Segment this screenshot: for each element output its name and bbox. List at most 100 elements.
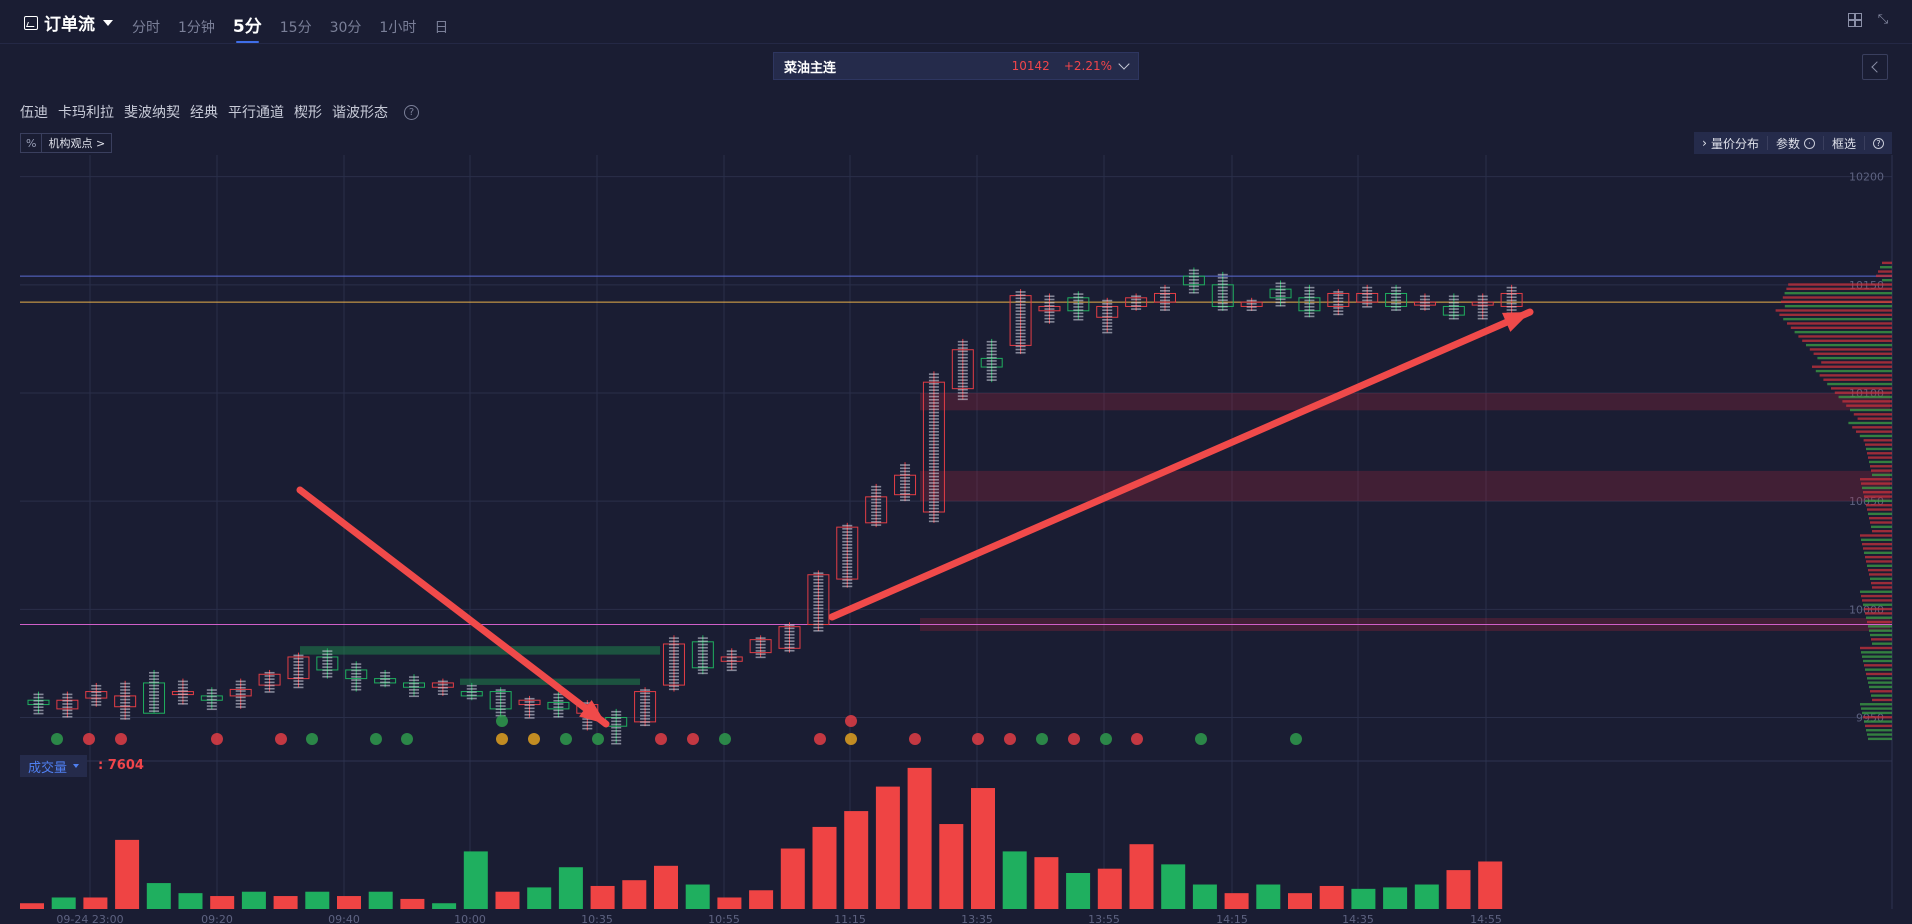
footprint-tick: [1391, 306, 1402, 308]
volume-profile-button[interactable]: › 量价分布: [1694, 136, 1768, 151]
volume-profile-bar: [1861, 594, 1892, 598]
footprint-tick: [755, 646, 766, 649]
tool-fibonacci[interactable]: 斐波纳契: [124, 105, 180, 121]
volume-bar: [590, 885, 615, 909]
volume-bar: [1288, 893, 1312, 909]
footprint-tick: [726, 650, 737, 652]
volume-profile-label: 量价分布: [1710, 136, 1759, 151]
footprint-tick: [900, 486, 911, 489]
volume-profile-bar: [1798, 335, 1892, 338]
help-icon[interactable]: ?: [404, 104, 419, 120]
footprint-tick: [120, 695, 131, 698]
footprint-tick: [293, 667, 304, 670]
footprint-tick: [120, 711, 131, 714]
signal-marker-icon: [687, 733, 699, 745]
footprint-tick: [582, 702, 593, 704]
footprint-tick: [149, 691, 160, 693]
volume-profile-bar: [1784, 291, 1892, 295]
period-tab-1hour[interactable]: 1小时: [379, 20, 417, 36]
volume-profile-bar: [1834, 391, 1892, 394]
footprint-tick: [524, 713, 535, 716]
footprint-tick: [1015, 339, 1026, 341]
module-selector[interactable]: 订单流: [24, 10, 113, 35]
footprint-tick: [668, 650, 679, 652]
volume-profile-bar: [1866, 729, 1892, 732]
volume-profile-bar: [1787, 322, 1892, 325]
footprint-tick: [928, 405, 939, 407]
volume-profile-bar: [1880, 266, 1892, 269]
candle-body: [229, 688, 252, 697]
uptrend-arrow-head: [1502, 312, 1530, 332]
volume-profile-bar: [1862, 486, 1892, 490]
footprint-tick: [986, 376, 997, 378]
footprint-tick: [380, 675, 391, 677]
institution-view-button[interactable]: % 机构观点 >: [20, 133, 113, 153]
footprint-tick: [726, 663, 737, 665]
box-select-button[interactable]: 框选: [1824, 136, 1865, 151]
footprint-tick: [1333, 307, 1344, 309]
volume-profile-bar: [1869, 460, 1892, 464]
footprint-tick: [62, 703, 73, 705]
volume-profile-bar: [1870, 521, 1892, 524]
imbalance-band: [920, 470, 1890, 502]
period-tab-15min[interactable]: 15分: [279, 20, 312, 36]
footprint-tick: [697, 672, 708, 675]
volume-profile-bar: [1809, 348, 1892, 351]
tool-wedge[interactable]: 楔形: [294, 105, 322, 121]
period-tab-5min[interactable]: 5分: [233, 12, 262, 43]
footprint-tick: [235, 706, 246, 708]
volume-value: : 7604: [98, 758, 144, 773]
footprint-tick: [1333, 303, 1344, 306]
volume-profile-bar: [1863, 491, 1892, 494]
footprint-tick: [524, 707, 535, 710]
footprint-tick: [1304, 286, 1315, 289]
volume-profile-bar: [1867, 508, 1892, 511]
signal-marker-icon: [275, 733, 287, 745]
footprint-tick: [813, 601, 824, 603]
footprint-tick: [900, 477, 911, 479]
volume-profile-bar: [1863, 439, 1892, 442]
footprint-tick: [62, 693, 73, 696]
volume-profile-bar: [1863, 659, 1892, 663]
footprint-tick: [351, 688, 362, 691]
period-tab-1min[interactable]: 1分钟: [178, 20, 215, 36]
chevron-right-icon: ›: [1702, 136, 1707, 150]
tool-classic[interactable]: 经典: [190, 105, 218, 121]
volume-profile-bar: [1775, 309, 1892, 312]
tool-woody[interactable]: 伍迪: [20, 105, 48, 121]
footprint-tick: [957, 340, 968, 343]
volume-profile-bar: [1861, 538, 1892, 542]
footprint-tick: [986, 379, 997, 381]
footprint-tick: [1015, 300, 1026, 303]
period-tab-day[interactable]: 日: [434, 20, 449, 36]
footprint-tick: [668, 643, 679, 646]
toolbar-help-button[interactable]: ?: [1865, 136, 1892, 150]
signal-marker-icon: [370, 733, 382, 745]
footprint-tick: [264, 691, 275, 693]
volume-profile-bar: [1878, 270, 1892, 273]
contract-selector[interactable]: 菜油主连 10142 +2.21%: [773, 52, 1139, 80]
order-flow-chart[interactable]: 1020010150101001005010000995009-24 23:00…: [0, 155, 1912, 924]
volume-bar: [527, 887, 552, 909]
period-tab-intraday[interactable]: 分时: [132, 20, 160, 36]
volume-profile-bar: [1857, 417, 1892, 420]
tool-harmonic[interactable]: 谐波形态: [332, 105, 388, 121]
side-panel-toggle-button[interactable]: [1862, 54, 1888, 80]
params-button[interactable]: 参数 ·: [1768, 136, 1824, 151]
footprint-tick: [1391, 286, 1402, 289]
period-tab-30min[interactable]: 30分: [329, 20, 362, 36]
volume-indicator-selector[interactable]: 成交量: [20, 755, 88, 777]
footprint-tick: [900, 483, 911, 486]
shrink-icon[interactable]: ⤡: [1877, 12, 1889, 27]
tool-camarilla[interactable]: 卡玛利拉: [58, 105, 114, 121]
layout-grid-icon[interactable]: [1848, 13, 1862, 27]
candle-body: [980, 357, 1003, 368]
footprint-tick: [986, 360, 997, 362]
footprint-tick: [611, 736, 622, 739]
tool-parallel-channel[interactable]: 平行通道: [228, 105, 284, 121]
footprint-tick: [986, 356, 997, 359]
footprint-tick: [177, 699, 188, 702]
footprint-tick: [322, 656, 333, 659]
footprint-tick: [293, 683, 304, 686]
volume-profile-bar: [1872, 698, 1892, 702]
